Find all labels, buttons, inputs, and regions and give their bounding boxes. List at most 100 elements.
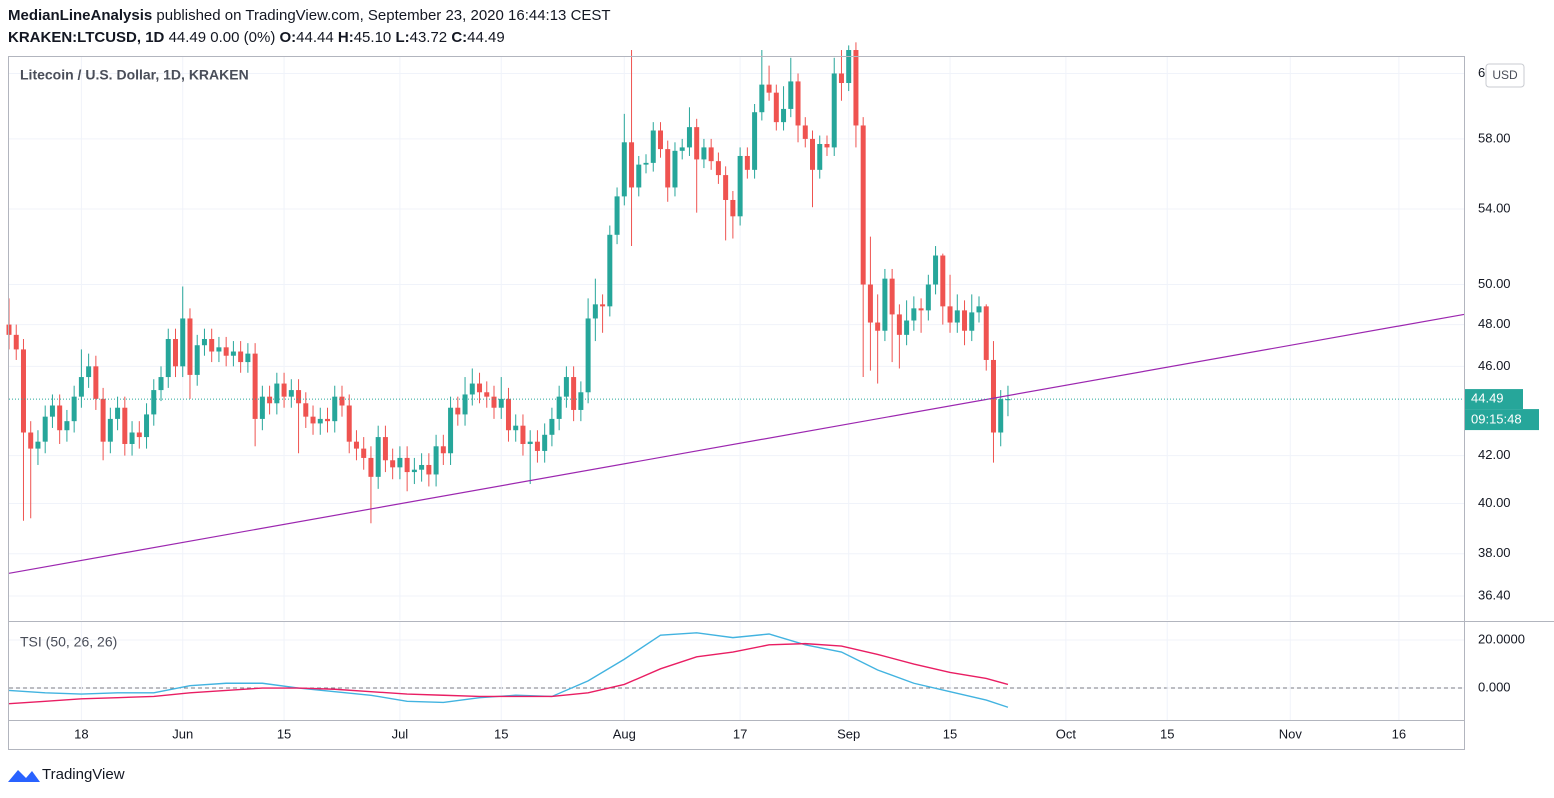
candle-body [679, 147, 685, 151]
candle-body [889, 278, 895, 315]
candle-body [426, 464, 432, 475]
last-price-box [1465, 389, 1523, 410]
candle-body [64, 421, 70, 431]
candle-body [404, 457, 410, 473]
x-tick-label: 17 [733, 726, 747, 741]
currency-badge[interactable] [1485, 63, 1525, 88]
candle-body [158, 377, 164, 391]
candle-body [752, 112, 758, 170]
candle-body [831, 73, 837, 148]
candle-body [723, 175, 729, 200]
candle-body [672, 150, 678, 188]
candle-body [57, 405, 63, 431]
candle-body [20, 349, 26, 433]
candle-body [209, 338, 215, 352]
candle-body [129, 432, 135, 444]
last: 44.49 [169, 29, 207, 46]
candle-body [563, 377, 569, 397]
candle-body [144, 414, 150, 438]
y-tick-label: 38.00 [1478, 545, 1511, 560]
candle-body [933, 255, 939, 285]
header-line-2: KRAKEN:LTCUSD, 1D 44.49 0.00 (0%) O:44.4… [8, 29, 505, 46]
y-tick-label: 48.00 [1478, 316, 1511, 331]
candle-body [440, 446, 446, 454]
candle-body [592, 304, 598, 319]
l-label: L: [395, 29, 409, 46]
candle-body [35, 441, 41, 449]
candle-body [846, 50, 852, 84]
candle-body [375, 437, 381, 477]
candle-body [860, 125, 866, 285]
candle-body [918, 308, 924, 311]
candle-body [744, 155, 750, 170]
candle-body [643, 162, 649, 165]
x-tick-label: Jun [172, 726, 193, 741]
l-value: 43.72 [410, 29, 448, 46]
candle-body [708, 147, 714, 162]
x-tick-label: Nov [1279, 726, 1303, 741]
candle-body [42, 416, 48, 442]
candle-body [100, 398, 106, 442]
candle-body [925, 284, 931, 311]
x-tick-label: Aug [613, 726, 636, 741]
candle-body [433, 446, 439, 475]
candle-body [238, 351, 244, 363]
y-tick-label: 46.00 [1478, 358, 1511, 373]
indicator-line [8, 632, 1009, 708]
logo: TradingView [8, 766, 125, 783]
candle-body [230, 351, 236, 356]
x-tick-label: 15 [1160, 726, 1174, 741]
x-tick-label: 16 [1392, 726, 1406, 741]
candle-body [107, 418, 113, 442]
candle-body [353, 441, 359, 449]
candle-body [882, 278, 888, 331]
candle-body [86, 366, 92, 378]
candle-body [419, 464, 425, 470]
candle-body [259, 396, 265, 419]
candle-body [838, 73, 844, 84]
candle-body [484, 392, 490, 397]
trend-line [8, 313, 1465, 574]
frame-border [8, 56, 1465, 750]
candle-body [657, 130, 663, 150]
candle-body [390, 460, 396, 468]
candle-body [549, 418, 555, 435]
candle-body [1005, 399, 1011, 401]
candle-body [303, 403, 309, 417]
candle-body [578, 392, 584, 410]
candle-body [665, 149, 671, 188]
candle-body [346, 405, 352, 442]
chart-title: Litecoin / U.S. Dollar, 1D, KRAKEN [20, 67, 249, 83]
candle-body [448, 407, 454, 454]
candle-body [252, 353, 258, 419]
y-tick-label: 20.0000 [1478, 631, 1525, 646]
candle-body [824, 143, 830, 148]
candle-body [274, 383, 280, 404]
x-tick-label: Jul [392, 726, 409, 741]
candle-body [867, 284, 873, 323]
y-tick-label: 40.00 [1478, 495, 1511, 510]
countdown-box [1465, 409, 1539, 431]
candle-body [165, 338, 171, 378]
y-tick-label: 54.00 [1478, 200, 1511, 215]
labels: 36.40 38.00 40.00 42.00 46.00 48.00 50.00 54.00… [74, 65, 1539, 741]
candle-body [172, 338, 178, 367]
candle-body [498, 398, 504, 408]
candle-body [795, 81, 801, 126]
candle-body [990, 359, 996, 433]
candle-body [288, 390, 294, 397]
candle-body [629, 142, 635, 188]
candle-body [781, 108, 787, 123]
candle-body [607, 234, 613, 307]
candle-body [13, 334, 19, 350]
candle-body [976, 306, 982, 313]
candle-body [49, 405, 55, 417]
x-tick-label: 15 [494, 726, 508, 741]
candle-body [368, 457, 374, 477]
candle-body [325, 418, 331, 422]
candle-body [730, 199, 736, 217]
logo-text: TradingView [42, 766, 125, 783]
candle-body [28, 432, 34, 449]
candle-body [505, 398, 511, 431]
y-tick-label: 36.40 [1478, 587, 1511, 602]
